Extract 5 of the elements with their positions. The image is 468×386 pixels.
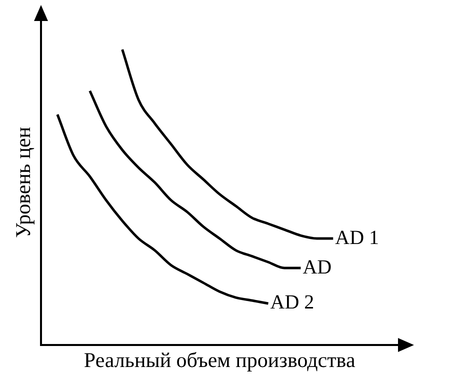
x-axis-title: Реальный объем производства (84, 348, 356, 372)
series-label: AD 2 (270, 292, 314, 314)
y-axis-title: Уровень цен (11, 126, 36, 238)
series-label: AD 1 (335, 226, 380, 249)
series-label: AD (302, 256, 332, 278)
